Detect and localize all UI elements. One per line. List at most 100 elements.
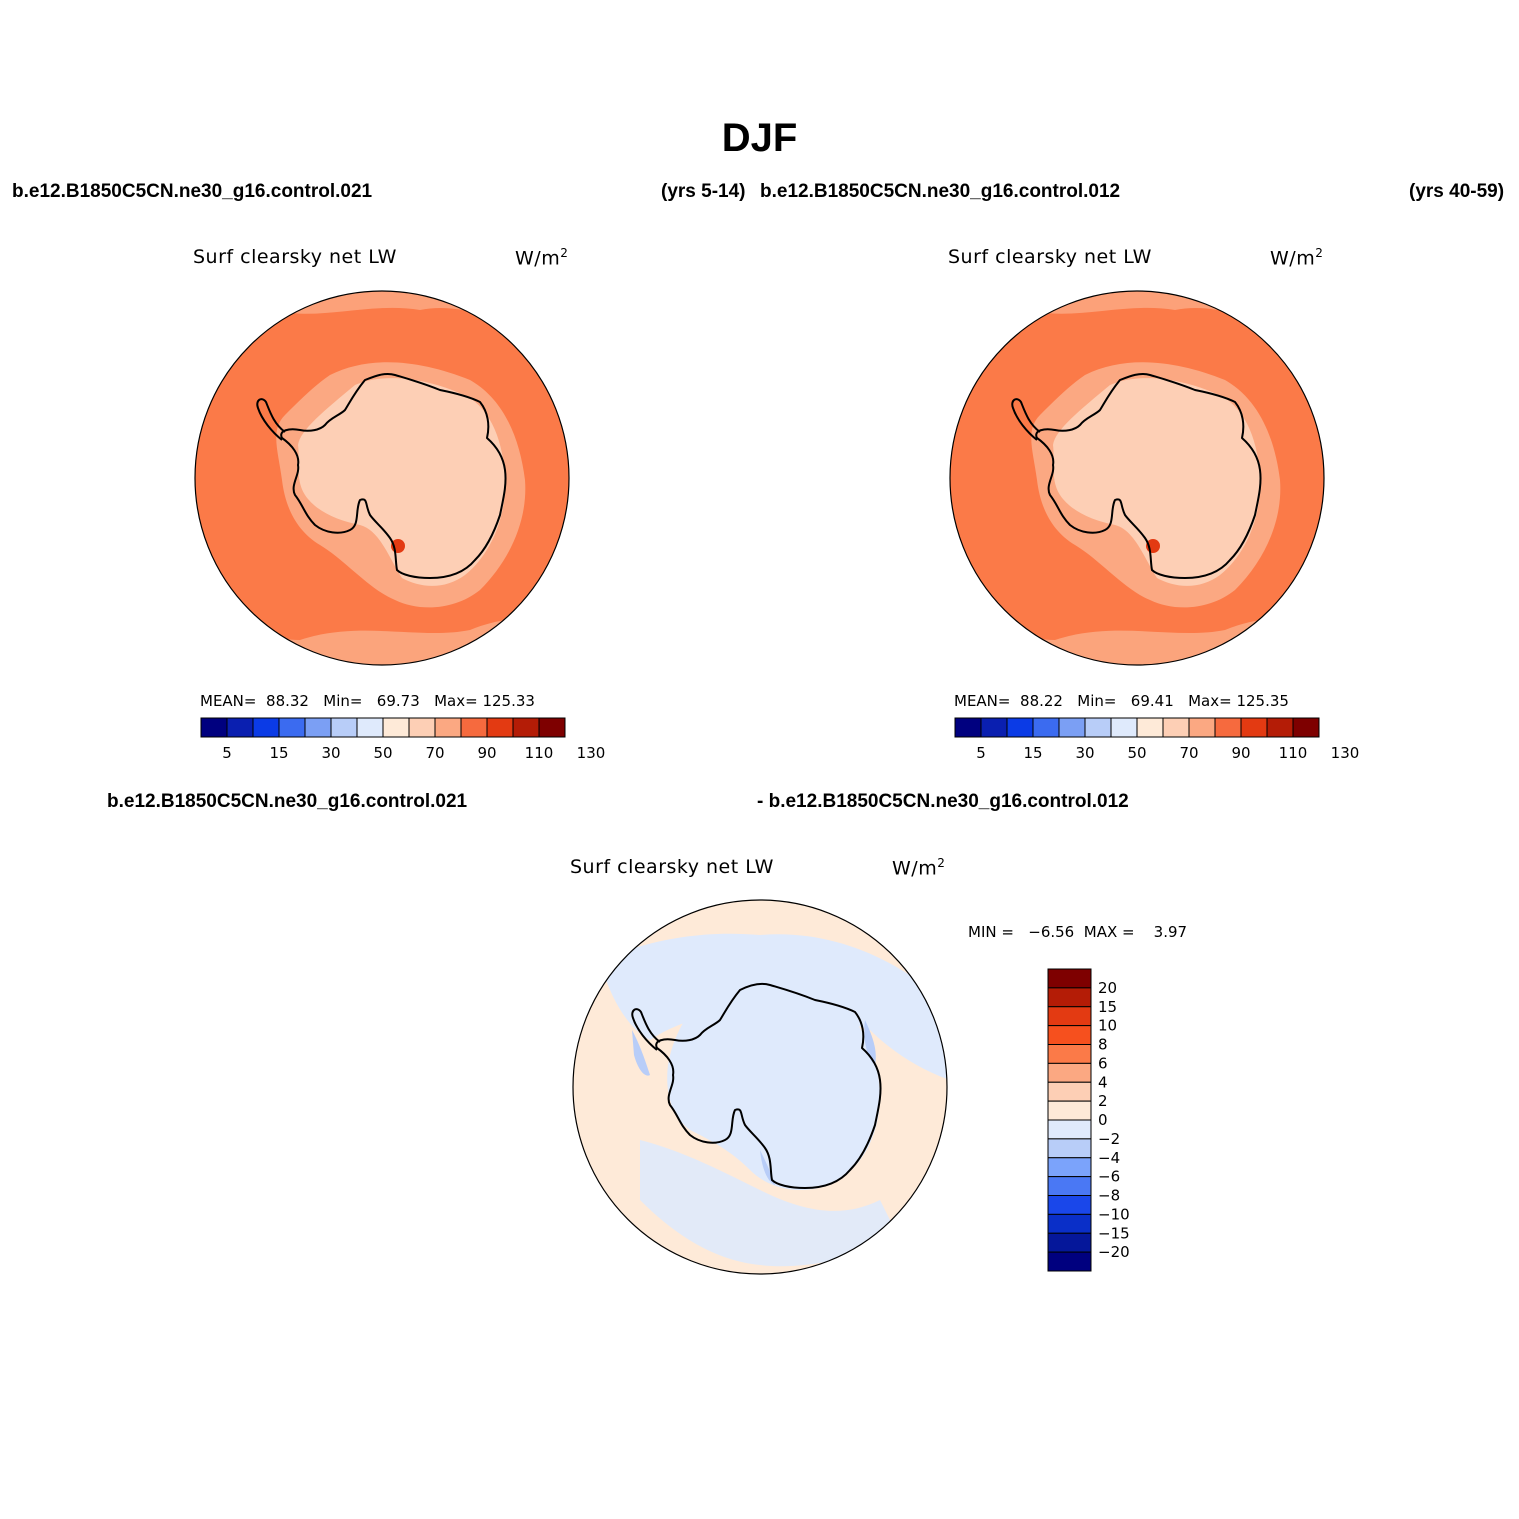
map-panel-2 <box>950 291 1324 665</box>
map2-peninsula <box>1011 398 1041 441</box>
colorbar-tick-label: 130 <box>1331 744 1360 762</box>
colorbar-tick-label: 110 <box>1279 744 1308 762</box>
map1-peninsula <box>256 398 286 441</box>
colorbar-box <box>538 717 566 738</box>
figure-title: DJF <box>721 116 798 160</box>
colorbar-tick-label: 30 <box>321 744 340 762</box>
colorbar-box <box>1136 717 1164 738</box>
colorbar-box <box>1047 1025 1092 1045</box>
colorbar-box <box>1047 1062 1092 1083</box>
colorbar-tick-label: 50 <box>373 744 392 762</box>
colorbar-tick-label: 15 <box>1023 744 1042 762</box>
diff-coastline <box>655 982 882 1189</box>
colorbar-tick-label: 5 <box>222 744 232 762</box>
colorbar-box <box>486 717 514 738</box>
colorbar-tick-label: 110 <box>525 744 554 762</box>
map1-border <box>194 290 570 666</box>
colorbar-tick-label: 20 <box>1098 979 1117 997</box>
colorbar-box <box>1047 1195 1092 1215</box>
map1-outer-band-south <box>195 600 569 665</box>
diff-case-left-label: b.e12.B1850C5CN.ne30_g16.control.021 <box>107 791 468 812</box>
colorbar-tick-label: 50 <box>1127 744 1146 762</box>
colorbar-box <box>1240 717 1268 738</box>
colorbar-tick-label: −4 <box>1098 1149 1120 1167</box>
colorbar-panel-2: 5 15 30 50 70 90 110 130 <box>954 717 1360 762</box>
colorbar-box <box>954 717 982 738</box>
map1-continent-interior <box>298 378 505 586</box>
colorbar-box <box>278 717 306 738</box>
colorbar-box <box>434 717 462 738</box>
colorbar-box <box>1292 717 1320 738</box>
map-panel-diff <box>573 900 947 1274</box>
colorbar-box <box>356 717 384 738</box>
colorbar-tick-label: 6 <box>1098 1054 1108 1072</box>
years-a-label: (yrs 5-14) <box>661 181 746 202</box>
colorbar-box <box>1047 1213 1092 1234</box>
map1-coastline <box>280 372 507 579</box>
colorbar-box <box>1047 1232 1092 1253</box>
case-b-label: b.e12.B1850C5CN.ne30_g16.control.012 <box>760 181 1121 202</box>
colorbar-box <box>1110 717 1138 738</box>
colorbar-box <box>1047 1251 1092 1272</box>
colorbar-tick-label: 8 <box>1098 1036 1108 1054</box>
colorbar-box <box>1047 987 1092 1008</box>
diff-variable-label: Surf clearsky net LW <box>570 856 774 878</box>
colorbar-box <box>980 717 1008 738</box>
colorbar-box <box>1162 717 1190 738</box>
colorbar-tick-label: 2 <box>1098 1092 1108 1110</box>
diff-units-label: W/m2 <box>892 856 946 880</box>
map2-border <box>949 290 1325 666</box>
colorbar-box <box>1188 717 1216 738</box>
colorbar-tick-label: −15 <box>1098 1224 1130 1242</box>
colorbar-box <box>1058 717 1086 738</box>
colorbar-box <box>1032 717 1060 738</box>
colorbar-box <box>1047 1138 1092 1159</box>
colorbar-box <box>1214 717 1242 738</box>
colorbar-tick-label: 15 <box>1098 998 1117 1016</box>
colorbar-tick-label: 0 <box>1098 1111 1108 1129</box>
colorbar-box <box>1047 1119 1092 1140</box>
panel2-units-label: W/m2 <box>1270 246 1324 270</box>
case-a-label: b.e12.B1850C5CN.ne30_g16.control.021 <box>12 181 373 202</box>
colorbar-box <box>1047 1176 1092 1196</box>
colorbar-tick-label: 10 <box>1098 1017 1117 1035</box>
diff-negative-region-south <box>640 1140 900 1267</box>
colorbar-panel-1: 5 15 30 50 70 90 110 130 <box>200 717 605 762</box>
colorbar-tick-label: 4 <box>1098 1073 1108 1091</box>
colorbar-tick-label: 70 <box>425 744 444 762</box>
colorbar-box <box>408 717 436 738</box>
colorbar-box <box>1047 1100 1092 1121</box>
colorbar-tick-label: −10 <box>1098 1205 1130 1223</box>
colorbar-box <box>200 717 228 738</box>
map2-continent-interior <box>1053 378 1260 586</box>
colorbar-tick-label: 90 <box>477 744 496 762</box>
panel1-variable-label: Surf clearsky net LW <box>193 246 397 268</box>
colorbar-box <box>1266 717 1294 738</box>
diff-case-right-label: - b.e12.B1850C5CN.ne30_g16.control.012 <box>757 791 1129 812</box>
panel1-units-label: W/m2 <box>515 246 569 270</box>
colorbar-box <box>304 717 332 738</box>
colorbar-tick-label: −20 <box>1098 1243 1130 1261</box>
panel2-stats: MEAN= 88.22 Min= 69.41 Max= 125.35 <box>954 692 1289 710</box>
diff-border <box>572 899 948 1275</box>
panel2-variable-label: Surf clearsky net LW <box>948 246 1152 268</box>
colorbar-tick-label: 5 <box>976 744 986 762</box>
colorbar-box <box>382 717 410 738</box>
colorbar-tick-label: −6 <box>1098 1168 1120 1186</box>
diff-peninsula <box>631 1008 661 1051</box>
colorbar-box <box>1084 717 1112 738</box>
colorbar-box <box>252 717 280 738</box>
diff-stronger-negative-patch-1 <box>632 1030 650 1076</box>
colorbar-tick-label: 15 <box>269 744 288 762</box>
map2-coastline <box>1035 372 1262 579</box>
colorbar-box <box>1047 1006 1092 1027</box>
diff-stats: MIN = −6.56 MAX = 3.97 <box>968 923 1188 941</box>
colorbar-box <box>1047 1157 1092 1178</box>
years-b-label: (yrs 40-59) <box>1409 181 1505 202</box>
colorbar-box <box>1047 1081 1092 1102</box>
colorbar-tick-label: 70 <box>1179 744 1198 762</box>
map-panel-1 <box>195 291 569 665</box>
colorbar-box <box>1047 1044 1092 1064</box>
colorbar-box <box>226 717 254 738</box>
